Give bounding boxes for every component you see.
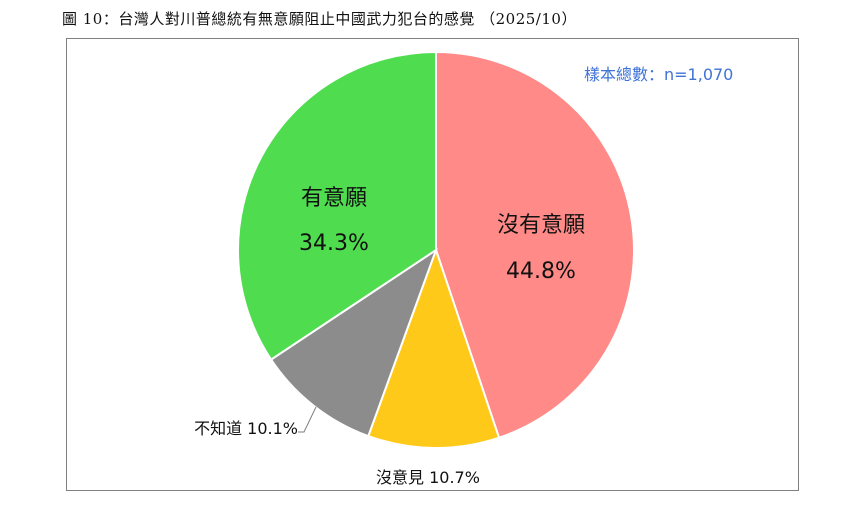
leader-line-2 xyxy=(298,406,317,433)
figure-title: 圖 10：台灣人對川普總統有無意願阻止中國武力犯台的感覺 （2025/10） xyxy=(62,10,577,28)
pie-slice-2 xyxy=(269,247,438,438)
pie-slices xyxy=(237,50,635,449)
pie-labels: 沒有意願 44.8% 有意願 34.3% 沒意見 10.7% 不知道 10.1% xyxy=(194,186,585,487)
sample-size-note: 樣本總數：n=1,070 xyxy=(584,65,734,84)
slice-label-category-3: 有意願 xyxy=(301,186,367,211)
slice-label-2: 不知道 10.1% xyxy=(194,419,298,438)
chart-frame xyxy=(66,38,799,491)
slice-label-category-0: 沒有意願 xyxy=(497,213,585,238)
pie-slice-1 xyxy=(366,246,501,449)
pie-slice-3 xyxy=(237,50,437,361)
slice-label-value-3: 34.3% xyxy=(299,231,369,256)
pie-slice-0 xyxy=(435,50,635,439)
slice-label-1: 沒意見 10.7% xyxy=(376,468,480,487)
slice-label-value-0: 44.8% xyxy=(506,259,576,284)
